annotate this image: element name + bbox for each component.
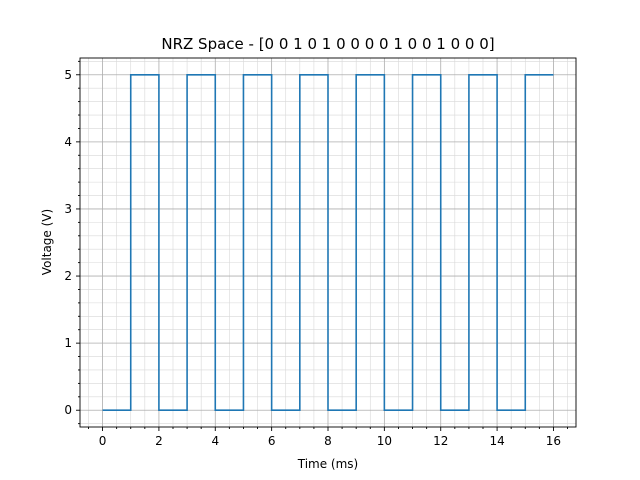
y-tick-label: 1 — [64, 336, 72, 350]
y-axis-label: Voltage (V) — [40, 209, 54, 275]
y-tick-label: 3 — [64, 202, 72, 216]
x-tick-label: 14 — [489, 434, 504, 448]
x-tick-label: 6 — [268, 434, 276, 448]
x-tick-label: 4 — [211, 434, 219, 448]
x-tick-label: 8 — [324, 434, 332, 448]
y-tick-label: 4 — [64, 135, 72, 149]
x-tick-label: 16 — [546, 434, 561, 448]
y-tick-label: 5 — [64, 68, 72, 82]
series-line — [102, 73, 554, 412]
chart-title: NRZ Space - [0 0 1 0 1 0 0 0 0 1 0 0 1 0… — [161, 35, 494, 53]
x-axis: 0 2 4 6 8 10 12 14 16 — [87, 427, 568, 448]
x-tick-label: 2 — [155, 434, 163, 448]
y-tick-label: 2 — [64, 269, 72, 283]
x-tick-label: 10 — [377, 434, 392, 448]
x-tick-label: 0 — [99, 434, 107, 448]
y-tick-label: 0 — [64, 403, 72, 417]
x-tick-label: 12 — [433, 434, 448, 448]
x-axis-label: Time (ms) — [297, 457, 359, 471]
y-axis: 0 1 2 3 4 5 — [64, 60, 80, 425]
series-group — [102, 73, 554, 412]
